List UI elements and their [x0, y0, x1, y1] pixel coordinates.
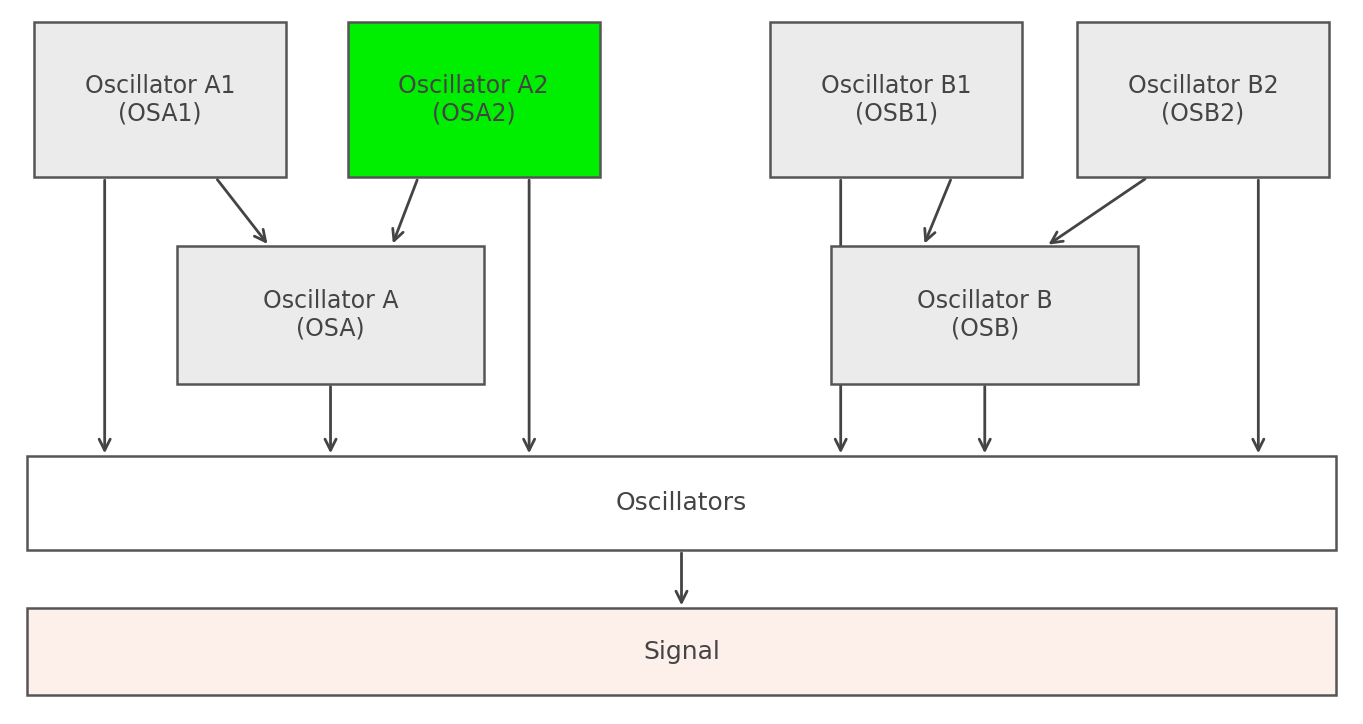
- FancyBboxPatch shape: [27, 456, 1336, 550]
- Text: Oscillator B
(OSB): Oscillator B (OSB): [917, 289, 1052, 341]
- Text: Signal: Signal: [643, 639, 720, 664]
- FancyBboxPatch shape: [27, 608, 1336, 695]
- Text: Oscillator B1
(OSB1): Oscillator B1 (OSB1): [821, 74, 972, 125]
- Text: Oscillator A
(OSA): Oscillator A (OSA): [263, 289, 398, 341]
- FancyBboxPatch shape: [34, 22, 286, 177]
- FancyBboxPatch shape: [831, 246, 1138, 384]
- FancyBboxPatch shape: [177, 246, 484, 384]
- FancyBboxPatch shape: [348, 22, 600, 177]
- Text: Oscillator A1
(OSA1): Oscillator A1 (OSA1): [85, 74, 236, 125]
- Text: Oscillator A2
(OSA2): Oscillator A2 (OSA2): [398, 74, 549, 125]
- FancyBboxPatch shape: [1077, 22, 1329, 177]
- Text: Oscillator B2
(OSB2): Oscillator B2 (OSB2): [1127, 74, 1278, 125]
- Text: Oscillators: Oscillators: [616, 491, 747, 515]
- FancyBboxPatch shape: [770, 22, 1022, 177]
